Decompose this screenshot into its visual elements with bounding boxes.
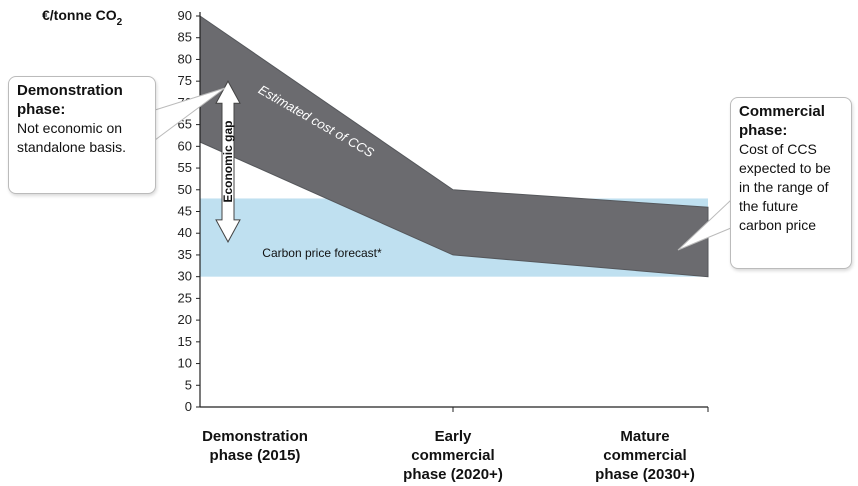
callout-commercial-body: Cost of CCS expected to be in the range … <box>739 141 831 233</box>
callout-commercial: Commercial phase: Cost of CCS expected t… <box>730 97 852 269</box>
y-tick-label: 55 <box>178 160 192 175</box>
y-tick-label: 45 <box>178 204 192 219</box>
callout-commercial-head: Commercial phase: <box>739 103 825 139</box>
economic-gap-label: Economic gap <box>221 121 235 203</box>
y-tick-label: 85 <box>178 30 192 45</box>
y-axis-label-subscript: 2 <box>117 17 123 28</box>
y-axis-label-text: €/tonne CO <box>42 7 117 23</box>
y-tick-label: 60 <box>178 138 192 153</box>
y-tick-label: 90 <box>178 8 192 23</box>
y-tick-label: 5 <box>185 377 192 392</box>
y-tick-label: 40 <box>178 225 192 240</box>
y-tick-label: 80 <box>178 51 192 66</box>
economic-gap-arrow <box>215 80 241 243</box>
y-tick-label: 50 <box>178 182 192 197</box>
x-category-label: Mature commercial phase (2030+) <box>595 428 695 483</box>
y-tick-label: 30 <box>178 269 192 284</box>
callout-demonstration-body: Not economic on standalone basis. <box>17 120 126 155</box>
x-category-label: Demonstration phase (2015) <box>202 428 308 464</box>
y-tick-label: 25 <box>178 290 192 305</box>
y-tick-label: 15 <box>178 334 192 349</box>
y-axis-label: €/tonne CO2 <box>42 7 123 28</box>
y-tick-label: 35 <box>178 247 192 262</box>
y-tick-label: 20 <box>178 312 192 327</box>
x-category-label: Early commercial phase (2020+) <box>403 428 503 483</box>
y-tick-label: 10 <box>178 356 192 371</box>
y-tick-label: 0 <box>185 399 192 414</box>
callout-demonstration-head: Demonstration phase: <box>17 82 123 118</box>
chart-bands <box>199 15 709 278</box>
carbon-price-label: Carbon price forecast* <box>262 246 382 260</box>
callout-demonstration: Demonstration phase: Not economic on sta… <box>8 76 156 194</box>
chart-axes: 051015202530354045505560657075808590Demo… <box>178 8 709 483</box>
y-tick-label: 75 <box>178 73 192 88</box>
